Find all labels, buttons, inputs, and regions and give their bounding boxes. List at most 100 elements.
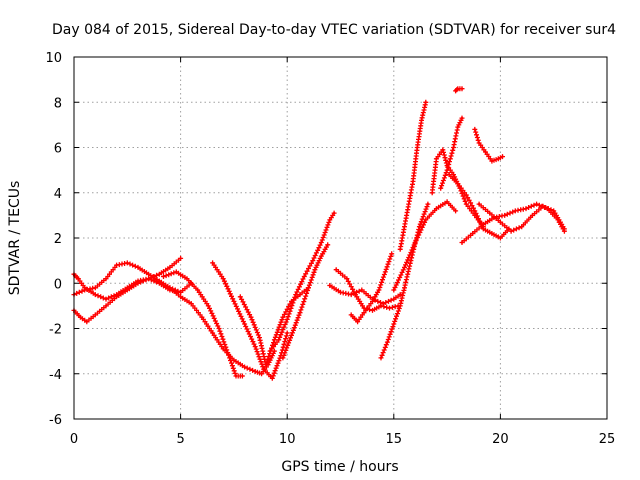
data-point xyxy=(379,304,383,308)
data-point xyxy=(243,322,246,326)
data-point xyxy=(232,359,236,362)
data-point xyxy=(281,356,285,360)
data-point xyxy=(456,125,459,129)
data-point xyxy=(541,205,545,208)
y-tick-label: 0 xyxy=(54,277,62,292)
data-point xyxy=(290,334,293,337)
data-point xyxy=(298,311,302,314)
data-point xyxy=(473,128,476,131)
data-point xyxy=(335,268,338,271)
plus-markers xyxy=(327,283,403,307)
y-axis-label: SDTVAR / TECUs xyxy=(7,181,23,296)
data-point xyxy=(377,288,381,292)
y-tick-label: 10 xyxy=(45,51,62,66)
data-point xyxy=(241,374,244,378)
x-tick-label: 20 xyxy=(492,432,509,447)
data-point xyxy=(190,302,193,305)
data-point xyxy=(328,284,331,287)
x-tick-label: 0 xyxy=(70,432,78,447)
data-point xyxy=(104,277,108,280)
data-point xyxy=(514,209,517,213)
data-point xyxy=(234,374,238,378)
data-point xyxy=(473,209,476,213)
data-point xyxy=(196,288,199,292)
data-point xyxy=(435,157,438,160)
data-point xyxy=(454,89,457,93)
data-point xyxy=(345,277,349,280)
data-point xyxy=(439,187,442,190)
data-point xyxy=(360,288,363,292)
data-track-13 xyxy=(397,99,429,252)
data-track-20 xyxy=(476,201,567,234)
data-point xyxy=(465,193,468,197)
x-tick-label: 5 xyxy=(176,432,184,447)
data-point xyxy=(268,349,272,353)
data-track-6 xyxy=(237,285,311,368)
data-point xyxy=(482,227,485,231)
data-point xyxy=(303,275,306,278)
data-point xyxy=(273,349,276,353)
data-point xyxy=(371,309,374,312)
y-tick-label: -6 xyxy=(49,413,62,428)
data-point xyxy=(490,159,494,163)
data-track-10 xyxy=(333,267,401,313)
data-point xyxy=(431,191,434,194)
y-tick-label: 8 xyxy=(54,96,62,111)
data-point xyxy=(503,214,506,217)
chart-title: Day 084 of 2015, Sidereal Day-to-day VTE… xyxy=(52,22,616,38)
x-tick-label: 15 xyxy=(386,432,403,447)
data-point xyxy=(411,180,415,183)
data-point xyxy=(262,368,265,371)
data-point xyxy=(104,304,108,308)
data-point xyxy=(136,279,140,283)
data-point xyxy=(271,377,274,380)
data-point xyxy=(264,363,268,366)
data-track-21 xyxy=(446,172,512,241)
plus-markers xyxy=(280,242,331,361)
data-point xyxy=(350,313,353,317)
data-point xyxy=(452,173,455,176)
data-point xyxy=(386,340,389,344)
data-point xyxy=(484,150,487,154)
data-point xyxy=(320,254,323,258)
data-point xyxy=(384,270,387,274)
data-point xyxy=(217,327,221,330)
plus-markers xyxy=(438,115,465,191)
data-point xyxy=(456,87,459,90)
data-point xyxy=(426,202,430,206)
data-point xyxy=(286,331,289,335)
data-track-17 xyxy=(453,86,465,94)
data-point xyxy=(392,322,395,326)
data-point xyxy=(420,119,423,122)
data-point xyxy=(279,354,282,357)
data-point xyxy=(531,214,534,217)
data-point xyxy=(200,316,204,319)
y-tick-label: 6 xyxy=(54,142,62,157)
data-point xyxy=(379,356,383,360)
data-point xyxy=(254,370,257,373)
data-point xyxy=(332,211,336,215)
data-point xyxy=(307,286,310,289)
data-point xyxy=(471,232,474,235)
data-point xyxy=(524,207,528,210)
grid xyxy=(73,56,608,420)
data-point xyxy=(168,286,172,289)
data-point xyxy=(211,261,214,265)
data-point xyxy=(273,338,276,341)
data-point xyxy=(392,297,395,301)
data-point xyxy=(488,211,491,215)
data-point xyxy=(362,306,366,310)
data-point xyxy=(371,300,374,303)
data-point xyxy=(445,168,449,172)
x-tick-label: 10 xyxy=(279,432,296,447)
data-point xyxy=(162,275,165,278)
data-point xyxy=(392,288,395,292)
plus-markers xyxy=(453,86,465,94)
data-point xyxy=(77,277,80,280)
data-point xyxy=(115,293,118,296)
y-tick-label: 4 xyxy=(54,187,62,202)
data-point xyxy=(85,320,89,323)
data-point xyxy=(115,263,118,267)
data-point xyxy=(286,318,289,321)
data-point xyxy=(179,291,182,294)
